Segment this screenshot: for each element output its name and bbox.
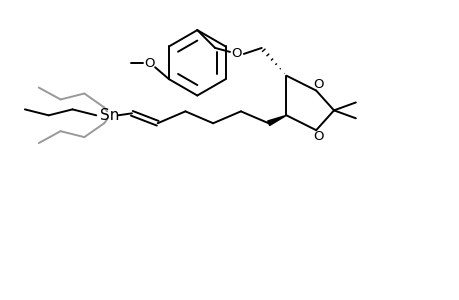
- Text: O: O: [144, 57, 154, 70]
- Text: O: O: [231, 47, 241, 60]
- Polygon shape: [267, 115, 286, 125]
- Text: O: O: [312, 78, 323, 91]
- Text: Sn: Sn: [100, 108, 119, 123]
- Text: O: O: [312, 130, 323, 142]
